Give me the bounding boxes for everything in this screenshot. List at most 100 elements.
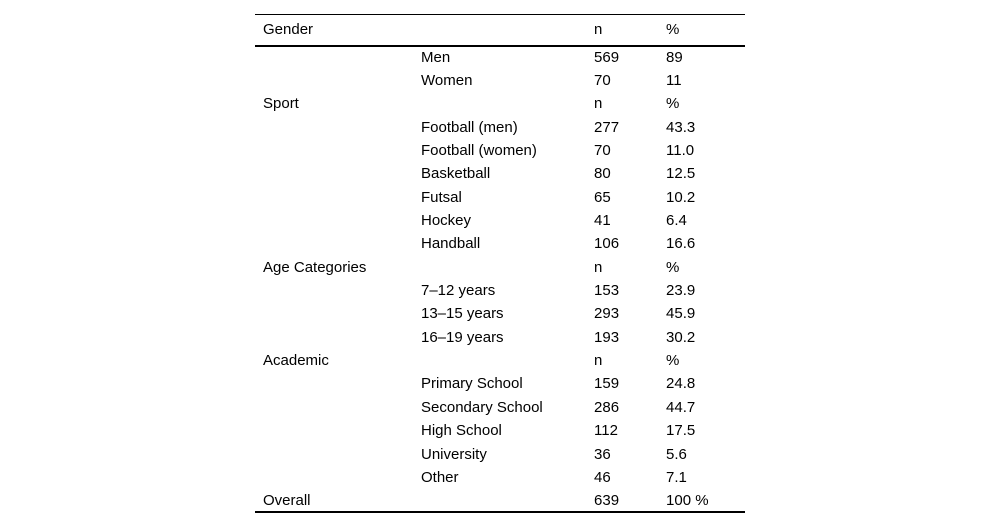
pct-cell: 16.6 xyxy=(666,235,696,253)
table-row: Academic n% xyxy=(255,349,745,372)
pct-cell: 5.6 xyxy=(666,445,687,463)
label-cell xyxy=(413,92,586,115)
label-cell: Football (men) xyxy=(421,118,518,136)
table-row: Futsal 65 10.2 xyxy=(255,186,745,209)
label-cell: Secondary School xyxy=(421,398,543,416)
header-pct: % xyxy=(658,14,746,47)
n-cell: 70 xyxy=(594,142,611,160)
pct-cell: % xyxy=(666,95,680,113)
pct-cell: 11.0 xyxy=(666,142,695,160)
n-cell: n xyxy=(594,258,603,276)
table-row: Basketball 80 12.5 xyxy=(255,162,745,185)
label-cell: Futsal xyxy=(421,188,462,206)
group-cell xyxy=(255,46,413,69)
n-cell: 569 xyxy=(594,49,620,67)
n-cell: 80 xyxy=(594,165,611,183)
n-cell: 153 xyxy=(594,282,620,300)
group-cell xyxy=(255,139,413,162)
table-row: High School 112 17.5 xyxy=(255,419,745,442)
pct-cell: 12.5 xyxy=(666,165,696,183)
table-row: Men 569 89 xyxy=(255,46,745,69)
group-cell xyxy=(255,302,413,325)
table-row: Secondary School 286 44.7 xyxy=(255,396,745,419)
label-cell: University xyxy=(421,445,487,463)
label-cell: 16–19 years xyxy=(421,328,504,346)
n-cell: 193 xyxy=(594,328,620,346)
label-cell: Other xyxy=(421,468,459,486)
table-row: 7–12 years 153 23.9 xyxy=(255,279,745,302)
group-cell xyxy=(255,162,413,185)
group-cell xyxy=(255,69,413,92)
pct-cell: 6.4 xyxy=(666,212,687,230)
group-cell xyxy=(255,396,413,419)
table-header-row: Gender n % xyxy=(255,14,746,47)
table-body: Men 569 89 Women 70 11 Sport n% Football (men) 27… xyxy=(255,46,745,513)
label-cell: Men xyxy=(421,49,451,67)
label-cell: Primary School xyxy=(421,375,523,393)
pct-cell: 43.3 xyxy=(666,118,696,136)
label-cell: Football (women) xyxy=(421,142,537,160)
label-cell xyxy=(413,489,586,512)
demographics-table: Gender n % Men 569 89 Women 70 11 Sport n% Footb… xyxy=(255,14,746,514)
table-row: Hockey 41 6.4 xyxy=(255,209,745,232)
group-cell xyxy=(255,279,413,302)
pct-cell: % xyxy=(666,352,680,370)
n-cell: n xyxy=(594,95,603,113)
n-cell: 106 xyxy=(594,235,620,253)
pct-cell: 45.9 xyxy=(666,305,696,323)
header-category: Gender xyxy=(255,14,587,47)
n-cell: 36 xyxy=(594,445,611,463)
label-cell xyxy=(413,349,586,372)
group-cell: Academic xyxy=(263,352,329,370)
pct-cell: 24.8 xyxy=(666,375,696,393)
label-cell: Handball xyxy=(421,235,481,253)
table-row: 13–15 years 293 45.9 xyxy=(255,302,745,325)
group-cell xyxy=(255,232,413,255)
group-cell xyxy=(255,419,413,442)
table-row: University 36 5.6 xyxy=(255,442,745,465)
table-row: Women 70 11 xyxy=(255,69,745,92)
n-cell: 293 xyxy=(594,305,620,323)
table-row: Primary School 159 24.8 xyxy=(255,372,745,395)
pct-cell: 7.1 xyxy=(666,468,687,486)
n-cell: 159 xyxy=(594,375,620,393)
n-cell: 286 xyxy=(594,398,620,416)
group-cell xyxy=(255,466,413,489)
group-cell xyxy=(255,209,413,232)
n-cell: 639 xyxy=(594,491,620,509)
group-cell xyxy=(255,326,413,349)
pct-cell: % xyxy=(666,258,680,276)
label-cell: High School xyxy=(421,422,502,440)
pct-cell: 30.2 xyxy=(666,328,696,346)
group-cell xyxy=(255,442,413,465)
pct-cell: 89 xyxy=(666,49,683,67)
label-cell: 7–12 years xyxy=(421,282,496,300)
table-row: Overall 639 100 % xyxy=(255,489,745,512)
pct-cell: 10.2 xyxy=(666,188,696,206)
n-cell: 46 xyxy=(594,468,611,486)
group-cell: Age Categories xyxy=(263,258,367,276)
group-cell xyxy=(255,372,413,395)
pct-cell: 100 % xyxy=(666,491,709,509)
group-cell: Overall xyxy=(263,491,311,509)
header-n: n xyxy=(586,14,659,47)
pct-cell: 11 xyxy=(666,72,682,90)
label-cell: 13–15 years xyxy=(421,305,504,323)
label-cell: Women xyxy=(421,72,473,90)
pct-cell: 17.5 xyxy=(666,422,696,440)
table-row: Handball 106 16.6 xyxy=(255,232,745,255)
n-cell: n xyxy=(594,352,603,370)
table-row: Football (women) 70 11.0 xyxy=(255,139,745,162)
label-cell: Basketball xyxy=(421,165,491,183)
n-cell: 277 xyxy=(594,118,620,136)
group-cell xyxy=(255,186,413,209)
n-cell: 70 xyxy=(594,72,611,90)
n-cell: 65 xyxy=(594,188,611,206)
pct-cell: 23.9 xyxy=(666,282,696,300)
table-row: 16–19 years 193 30.2 xyxy=(255,326,745,349)
table-row: Football (men) 277 43.3 xyxy=(255,116,745,139)
n-cell: 112 xyxy=(594,422,618,440)
label-cell xyxy=(413,256,586,279)
pct-cell: 44.7 xyxy=(666,398,696,416)
